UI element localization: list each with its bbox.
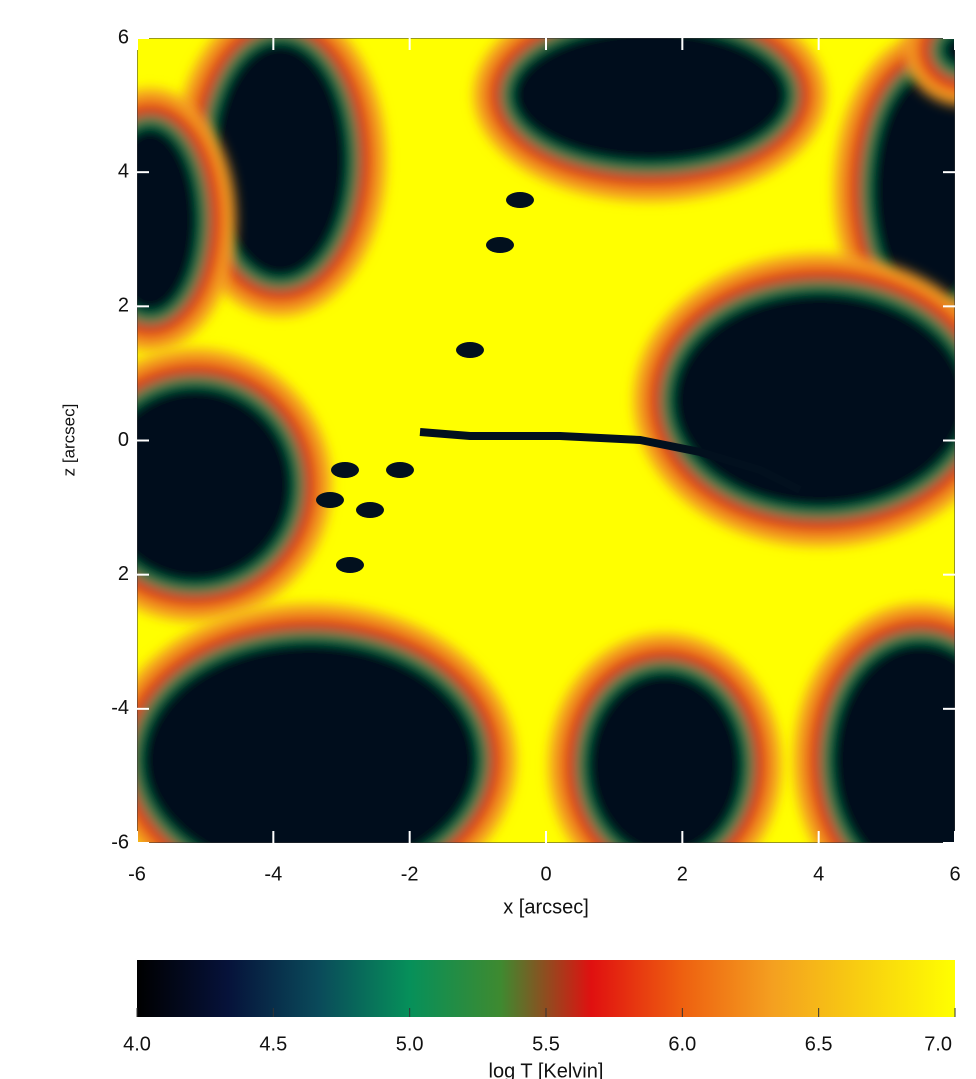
colorbar [137,960,955,1017]
y-tick-label: 4 [118,160,129,182]
x-tick-label: -4 [264,863,282,885]
cool-region [904,38,955,106]
temperature-map [137,38,955,843]
y-tick-label: -6 [111,831,129,853]
y-tick-label: 2 [118,295,129,317]
x-axis-label: x [arcsec] [503,896,589,918]
cool-clump [506,192,534,208]
filament [419,428,802,494]
y-tick-label: 2 [118,563,129,585]
colorbar-tick-label: 5.0 [396,1033,424,1055]
cool-region [137,349,331,621]
x-tick-label: -2 [401,863,419,885]
x-tick-label: -6 [128,863,146,885]
colorbar-tick-label: 6.0 [668,1033,696,1055]
cool-clump [336,557,364,573]
cool-clump [456,342,484,358]
x-tick-label: 6 [949,863,960,885]
y-axis-label: z [arcsec] [59,404,78,477]
y-tick-label: 0 [118,429,129,451]
cool-clump [386,462,414,478]
cool-clump [331,462,359,478]
x-tick-label: 2 [677,863,688,885]
colorbar-tick-label: 5.5 [532,1033,560,1055]
cool-region [474,38,826,201]
colorbar-label: log T [Kelvin] [489,1060,604,1079]
y-tick-label: 6 [118,26,129,48]
cool-clump [486,237,514,253]
colorbar-tick-label: 6.5 [805,1033,833,1055]
cool-clump [316,492,344,508]
cool-region [137,89,236,351]
x-tick-label: 4 [813,863,824,885]
cool-region [549,634,781,843]
colorbar-tick-label: 4.5 [259,1033,287,1055]
colorbar-tick-label: 7.0 [924,1033,952,1055]
colorbar-tick-label: 4.0 [123,1033,151,1055]
cool-region [794,604,955,843]
cool-region [137,604,516,843]
x-tick-label: 0 [540,863,551,885]
cool-clump [356,502,384,518]
y-tick-label: -4 [111,697,129,719]
